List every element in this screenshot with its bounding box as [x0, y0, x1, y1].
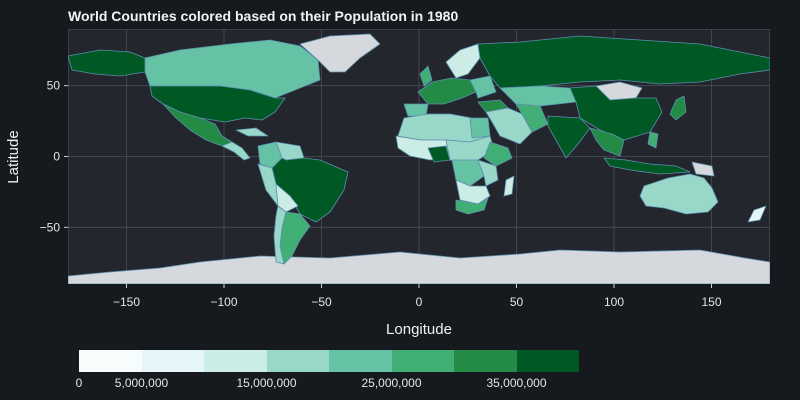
colorbar-swatch: [516, 350, 579, 372]
country-eastern-europe: [469, 75, 497, 99]
country-greenland: [299, 33, 381, 73]
x-tick-label: 50: [510, 295, 524, 309]
chart-title: World Countries colored based on their P…: [68, 8, 459, 24]
colorbar-tick-label: 15,000,000: [236, 376, 297, 390]
x-axis-label: Longitude: [386, 321, 452, 338]
countries-layer: [68, 33, 770, 284]
y-tick-label: 0: [53, 150, 60, 164]
country-papua: [691, 161, 715, 177]
country-india: [547, 115, 591, 159]
colorbar-swatch: [266, 350, 329, 372]
country-new-zealand: [747, 205, 767, 223]
colorbar-tick-label: 35,000,000: [486, 376, 547, 390]
country-philippines: [647, 131, 659, 149]
colorbar-tick-label: 0: [75, 376, 83, 390]
country-scandinavia: [445, 43, 481, 79]
y-tick-label: 50: [47, 79, 61, 93]
colorbar-swatch: [329, 350, 392, 372]
x-tick-label: 150: [701, 295, 721, 309]
country-uk: [419, 65, 433, 87]
colorbar-swatch: [141, 350, 204, 372]
x-tick-label: 100: [604, 295, 624, 309]
y-axis-label: Latitude: [5, 130, 22, 183]
colorbar-tick-label: 5,000,000: [114, 376, 169, 390]
y-tick-label: −50: [40, 220, 61, 234]
country-argentina: [279, 211, 311, 265]
country-alaska-usa: [68, 49, 146, 77]
country-southern-africa: [455, 179, 491, 205]
x-tick-label: −100: [210, 295, 237, 309]
x-tick-label: 0: [416, 295, 423, 309]
colorbar-tick-label: 25,000,000: [361, 376, 422, 390]
country-south-africa: [455, 197, 489, 215]
country-japan: [669, 95, 687, 121]
country-russia: [477, 35, 770, 89]
country-australia: [639, 173, 719, 215]
country-china: [569, 85, 663, 141]
country-cuba: [235, 127, 269, 137]
country-egypt: [469, 117, 491, 139]
country-east-africa: [477, 159, 499, 187]
axes: −150 −100 −50 0 50 100 150 −50 0 50: [40, 79, 722, 309]
country-bolivia: [275, 183, 299, 213]
colorbar-swatch: [79, 350, 142, 372]
country-indonesia: [603, 157, 691, 175]
colorbar-swatch: [454, 350, 517, 372]
country-iran: [515, 103, 549, 133]
country-madagascar: [503, 175, 515, 197]
colorbar-swatch: [391, 350, 454, 372]
x-tick-label: −50: [311, 295, 332, 309]
country-central-america: [221, 141, 251, 161]
x-tick-label: −150: [113, 295, 140, 309]
country-drc: [451, 159, 485, 187]
country-kazakhstan: [499, 85, 577, 107]
country-southeast-asia: [589, 127, 625, 157]
colorbar: [79, 350, 579, 372]
country-ethiopia: [483, 141, 513, 167]
country-antarctica: [68, 249, 770, 284]
colorbar-swatch: [204, 350, 267, 372]
country-middle-east: [485, 107, 533, 145]
country-chile: [273, 205, 287, 265]
